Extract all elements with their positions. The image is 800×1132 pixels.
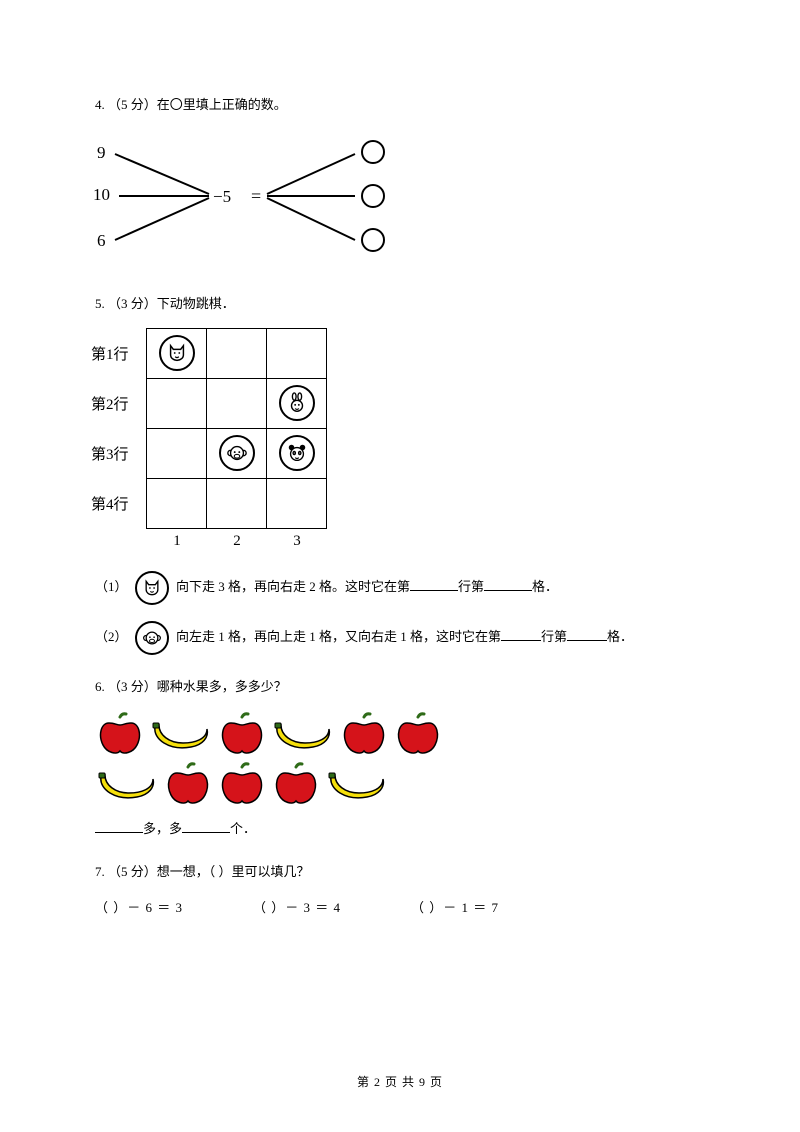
- q5-cell-2-3: [266, 378, 327, 429]
- q5-cell-3-2: [206, 428, 267, 479]
- q4-eq: =: [251, 186, 261, 206]
- q5-cell-2-1: [146, 378, 207, 429]
- question-5: 5. （3 分）下动物跳棋． 第1行 第2行: [95, 294, 705, 655]
- q5-row-label: 第3行: [89, 429, 147, 479]
- monkey-icon: [219, 435, 255, 471]
- q6-answer-line: 多，多 个．: [95, 819, 705, 840]
- q4-prompt: 4. （5 分）在〇里填上正确的数。: [95, 95, 705, 116]
- apple-icon: [163, 761, 213, 807]
- q5-grid: 第1行 第2行 第3行: [95, 329, 705, 555]
- q5-cell-1-1: [146, 328, 207, 379]
- q6-prompt: 6. （3 分）哪种水果多，多多少？: [95, 677, 705, 698]
- q5-col-label: 3: [267, 529, 327, 555]
- q7-equation-row: （ ）－ 6 ＝ 3 （ ）－ 3 ＝ 4 （ ）－ 1 ＝ 7: [95, 897, 705, 916]
- q5-cell-1-3: [266, 328, 327, 379]
- q5-sub2-a: 向左走 1 格，再向上走 1 格，又向右走 1 格，这时它在第: [176, 629, 501, 644]
- q4-blank-circle-1[interactable]: [362, 141, 384, 163]
- panda-icon: [279, 435, 315, 471]
- q4-val-0: 9: [97, 143, 106, 162]
- q6-row2: [95, 761, 705, 807]
- q4-blank-circle-2[interactable]: [362, 185, 384, 207]
- q5-cell-3-1: [146, 428, 207, 479]
- q6-row1: [95, 711, 705, 757]
- banana-icon: [149, 713, 213, 755]
- q5-cell-2-2: [206, 378, 267, 429]
- apple-icon: [217, 711, 267, 757]
- rabbit-icon: [279, 385, 315, 421]
- cat-icon: [135, 571, 169, 605]
- question-7: 7. （5 分）想一想，（ ）里可以填几？ （ ）－ 6 ＝ 3 （ ）－ 3 …: [95, 862, 705, 916]
- q5-cell-4-2: [206, 478, 267, 529]
- q6-mid: 多，多: [143, 821, 182, 836]
- q5-col-label: 1: [147, 529, 207, 555]
- q7-eq-3: （ ）－ 1 ＝ 7: [411, 897, 499, 916]
- banana-icon: [325, 763, 389, 805]
- page: 4. （5 分）在〇里填上正确的数。 9 10 6 −5 = 5. （3 分）下…: [0, 0, 800, 978]
- monkey-icon: [135, 621, 169, 655]
- q7-prompt: 7. （5 分）想一想，（ ）里可以填几？: [95, 862, 705, 883]
- q5-sub1: （1） 向下走 3 格，再向右走 2 格。这时它在第 行第 格．: [95, 571, 705, 605]
- q5-sub1-a: 向下走 3 格，再向右走 2 格。这时它在第: [176, 579, 410, 594]
- q5-col-label: 2: [207, 529, 267, 555]
- q5-sub2-prefix: （2）: [95, 629, 128, 644]
- blank-input[interactable]: [95, 819, 143, 833]
- q5-row-label: 第4行: [89, 479, 147, 529]
- page-footer: 第 2 页 共 9 页: [0, 1073, 800, 1090]
- q5-row-label: 第1行: [89, 329, 147, 379]
- q5-sub1-c: 格．: [532, 579, 558, 594]
- question-6: 6. （3 分）哪种水果多，多多少？ 多，多 个．: [95, 677, 705, 841]
- apple-icon: [95, 711, 145, 757]
- question-4: 4. （5 分）在〇里填上正确的数。 9 10 6 −5 =: [95, 95, 705, 272]
- q5-cell-4-3: [266, 478, 327, 529]
- q5-cell-3-3: [266, 428, 327, 479]
- q7-eq-2: （ ）－ 3 ＝ 4: [253, 897, 341, 916]
- q5-sub1-b: 行第: [458, 579, 484, 594]
- blank-input[interactable]: [567, 627, 607, 641]
- blank-input[interactable]: [484, 577, 532, 591]
- q4-blank-circle-3[interactable]: [362, 229, 384, 251]
- banana-icon: [271, 713, 335, 755]
- apple-icon: [339, 711, 389, 757]
- apple-icon: [393, 711, 443, 757]
- cat-icon: [159, 335, 195, 371]
- q4-diagram: 9 10 6 −5 =: [91, 136, 401, 256]
- blank-input[interactable]: [410, 577, 458, 591]
- q5-cell-1-2: [206, 328, 267, 379]
- apple-icon: [271, 761, 321, 807]
- q6-tail: 个．: [230, 821, 256, 836]
- q5-prompt: 5. （3 分）下动物跳棋．: [95, 294, 705, 315]
- apple-icon: [217, 761, 267, 807]
- q5-sub2-c: 格．: [607, 629, 633, 644]
- q5-row-label: 第2行: [89, 379, 147, 429]
- blank-input[interactable]: [182, 819, 230, 833]
- blank-input[interactable]: [501, 627, 541, 641]
- q5-sub2-b: 行第: [541, 629, 567, 644]
- q5-sub1-prefix: （1）: [95, 579, 128, 594]
- q5-sub2: （2） 向左走 1 格，再向上走 1 格，又向右走 1 格，这时它在第 行第 格．: [95, 621, 705, 655]
- q5-cell-4-1: [146, 478, 207, 529]
- banana-icon: [95, 763, 159, 805]
- q7-eq-1: （ ）－ 6 ＝ 3: [95, 897, 183, 916]
- q4-val-2: 6: [97, 231, 106, 250]
- q4-val-1: 10: [93, 185, 110, 204]
- q4-op: −5: [213, 187, 231, 206]
